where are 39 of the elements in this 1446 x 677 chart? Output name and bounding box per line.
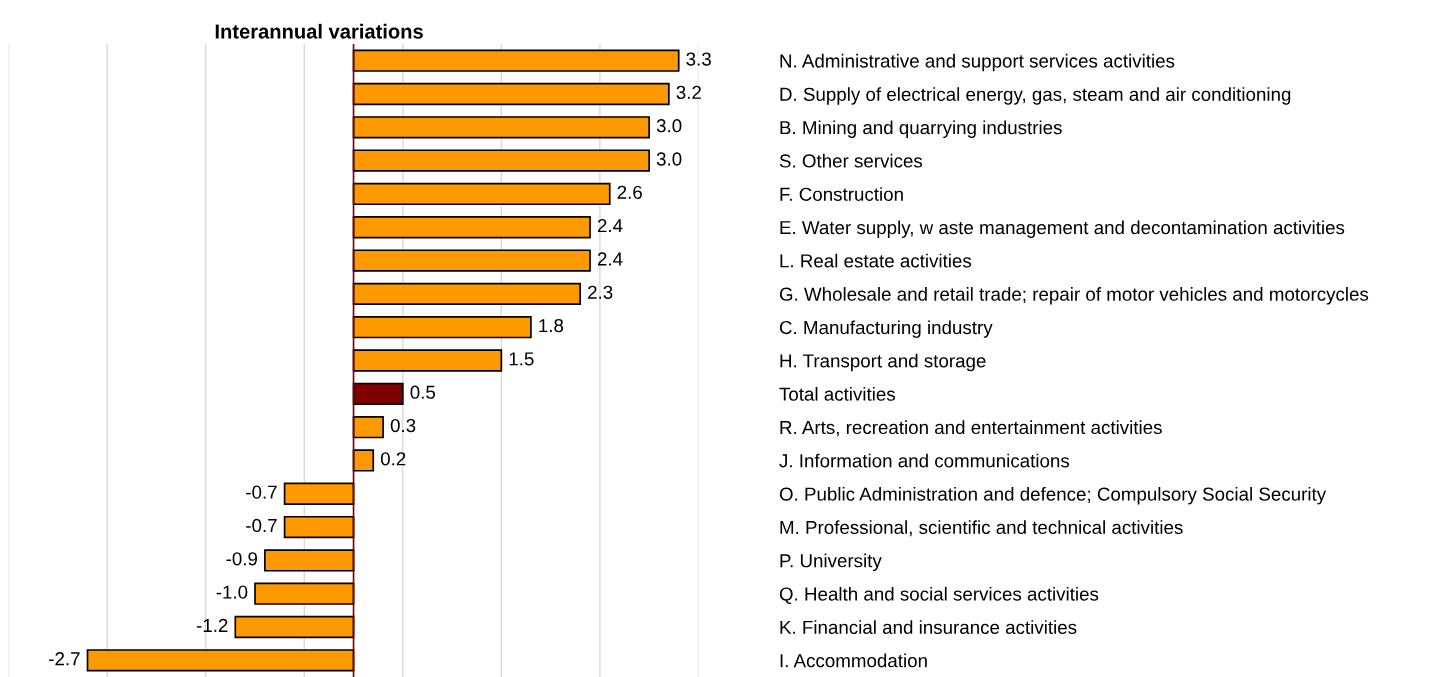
y-tick-label: L. Real estate activities — [780, 253, 972, 268]
y-tick-label: Q. Health and social services activities — [779, 586, 1099, 605]
y-tick-label: F. Construction — [780, 187, 903, 201]
data-label: 2.4 — [597, 219, 623, 233]
data-label: -0.9 — [226, 552, 258, 566]
data-label: 3.2 — [676, 85, 701, 100]
data-label: 0.2 — [380, 452, 406, 466]
y-tick-label: H. Transport and storage — [780, 353, 986, 372]
data-label: 0.3 — [390, 418, 416, 433]
y-tick-label: S. Other services — [779, 153, 923, 168]
data-label: 1.8 — [539, 318, 564, 333]
data-label: -1.0 — [216, 585, 248, 599]
y-tick-label: O. Public Administration and defence; Compulsory Social Security — [779, 486, 1327, 505]
data-label: 2.3 — [588, 285, 613, 299]
data-label: 3.0 — [656, 152, 682, 166]
data-label: 2.4 — [597, 252, 623, 266]
y-tick-label: R. Arts, recreation and entertainment activities — [780, 420, 1162, 437]
y-tick-label: D. Supply of electrical energy, gas, steam and air conditioning — [780, 87, 1291, 105]
data-label: 1.5 — [509, 352, 534, 366]
y-tick-label: E. Water supply, w aste management and decontamination activities — [780, 220, 1345, 238]
y-tick-label: G. Wholesale and retail trade; repair of motor vehicles and motorcycles — [779, 287, 1369, 305]
y-tick-label: N. Administrative and support services activities — [780, 53, 1175, 72]
data-label: 3.3 — [686, 52, 711, 66]
data-label: -0.7 — [246, 518, 277, 533]
y-tick-label: I. Accommodation — [780, 653, 927, 668]
y-tick-label: C. Manufacturing industry — [779, 320, 993, 338]
data-label: -0.7 — [246, 485, 277, 499]
data-label: 3.0 — [656, 119, 682, 133]
chart-title: Interannual variations — [215, 23, 423, 39]
data-label: 0.5 — [410, 385, 436, 399]
y-tick-label: K. Financial and insurance activities — [780, 620, 1077, 635]
data-label: 2.6 — [617, 185, 642, 199]
data-label: -2.7 — [49, 652, 80, 666]
y-tick-label: J. Information and communications — [779, 453, 1070, 468]
y-tick-label: Total activities — [779, 387, 895, 401]
y-tick-label: P. University — [780, 553, 882, 572]
y-tick-label: B. Mining and quarrying industries — [780, 120, 1062, 138]
data-label: -1.2 — [196, 618, 228, 632]
y-tick-label: M. Professional, scientific and technical activities — [780, 520, 1183, 537]
